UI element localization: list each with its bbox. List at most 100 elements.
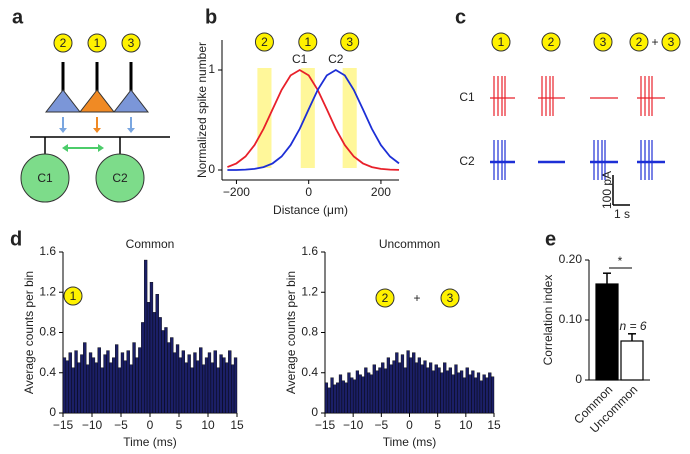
- histogram-bar: [378, 367, 382, 414]
- histogram-bar: [233, 357, 238, 414]
- cell-label: C2: [112, 171, 128, 185]
- histogram-bar: [228, 350, 232, 414]
- histogram-bar: [94, 362, 99, 414]
- histogram-bar: [364, 367, 368, 414]
- x-tick-label: 5: [434, 418, 441, 432]
- histogram-bar: [372, 364, 376, 414]
- histogram-bar: [482, 374, 486, 414]
- y-axis-label: Correlation index: [541, 275, 555, 366]
- scale-label: 100 pA: [600, 171, 614, 209]
- histogram-bar: [386, 357, 390, 414]
- stimulus-label: 3: [346, 35, 353, 49]
- scale-label: 1 s: [614, 207, 630, 221]
- stimulus-label: 3: [447, 291, 454, 305]
- x-axis-label: Time (ms): [123, 435, 177, 449]
- y-tick-label: 1.2: [301, 284, 318, 298]
- panel-label: d: [10, 228, 22, 250]
- histogram-bar: [341, 380, 345, 414]
- x-tick-label: −10: [82, 418, 103, 432]
- histogram-bar: [210, 362, 214, 414]
- histogram-bar: [132, 342, 136, 414]
- histogram-bar: [143, 259, 148, 414]
- x-tick-label: 10: [201, 418, 215, 432]
- histogram-bar: [457, 372, 461, 414]
- histogram-bar: [172, 352, 177, 414]
- y-tick-label: 0: [208, 162, 215, 176]
- plus-sign: +: [651, 35, 658, 49]
- histogram-bar: [350, 377, 354, 414]
- histogram-bar: [196, 360, 200, 414]
- stimulus-badge: [375, 288, 395, 308]
- stimulus-label: 3: [668, 35, 675, 49]
- series-label: C1: [292, 52, 308, 66]
- histogram-bar: [434, 364, 438, 414]
- histogram-bar: [474, 377, 478, 414]
- histogram-bar: [103, 354, 107, 414]
- histogram-bar: [129, 364, 133, 414]
- panel-label: a: [12, 6, 24, 28]
- stimulus-label: 2: [60, 36, 67, 50]
- histogram-bar: [367, 372, 371, 414]
- x-tick-label: −10: [343, 418, 364, 432]
- histogram-bar: [158, 317, 162, 414]
- histogram-bar: [109, 362, 113, 414]
- histogram-bar: [381, 362, 385, 414]
- histogram-bar: [448, 367, 452, 414]
- stimulus-badge: [629, 32, 649, 52]
- stimulus-label: 2: [548, 35, 555, 49]
- histogram-bar: [83, 342, 87, 414]
- histogram-bar: [347, 372, 351, 414]
- histogram-bar: [454, 364, 458, 414]
- histogram-bar: [85, 364, 90, 414]
- y-tick-label: 0: [49, 405, 56, 419]
- histogram-bar: [369, 374, 374, 414]
- histogram-bar: [488, 372, 492, 414]
- annotation: n = 6: [619, 319, 646, 333]
- bar: [620, 340, 644, 381]
- bar: [595, 283, 619, 381]
- histogram-bar: [112, 357, 116, 414]
- stimulus-label: 3: [128, 36, 135, 50]
- histogram-bar: [440, 372, 444, 414]
- histogram-bar: [431, 370, 436, 414]
- histogram-bar: [490, 376, 495, 414]
- stimulus-label: 2: [261, 35, 268, 49]
- histogram-bar: [77, 362, 81, 414]
- plus-sign: +: [413, 291, 420, 305]
- histogram-bar: [355, 370, 360, 414]
- histogram-bar: [429, 362, 433, 414]
- annotation: *: [618, 254, 623, 268]
- histogram-bar: [409, 357, 413, 414]
- row-label: C2: [459, 154, 475, 168]
- histogram-bar: [361, 376, 365, 414]
- highlight-band: [342, 68, 357, 168]
- stimulus-badge: [661, 32, 681, 52]
- histogram-bar: [216, 367, 220, 414]
- histogram-bar: [187, 354, 191, 414]
- histogram-bar: [167, 342, 171, 414]
- histogram-bar: [383, 368, 388, 414]
- histogram-bar: [193, 352, 197, 414]
- highlight-band: [300, 68, 315, 168]
- histogram-bar: [135, 357, 139, 414]
- x-tick-label: 10: [459, 418, 473, 432]
- histogram-bar: [344, 382, 348, 414]
- histogram-bar: [400, 354, 405, 414]
- histogram-bar: [114, 344, 119, 414]
- histogram-bar: [164, 327, 168, 414]
- stimulus-badge: [491, 32, 511, 52]
- series-label: C2: [328, 52, 344, 66]
- histogram-bar: [417, 357, 421, 414]
- histogram-bar: [462, 377, 467, 414]
- histogram-bar: [358, 374, 362, 414]
- histogram-bar: [375, 370, 379, 414]
- histogram-bar: [184, 362, 188, 414]
- chart-title: Uncommon: [379, 237, 440, 251]
- histogram-bar: [141, 322, 145, 414]
- x-tick-label: 15: [487, 418, 501, 432]
- histogram-bar: [178, 357, 183, 414]
- stimulus-badge: [298, 32, 318, 52]
- histogram-bar: [155, 294, 159, 414]
- stimulus-label: 2: [382, 291, 389, 305]
